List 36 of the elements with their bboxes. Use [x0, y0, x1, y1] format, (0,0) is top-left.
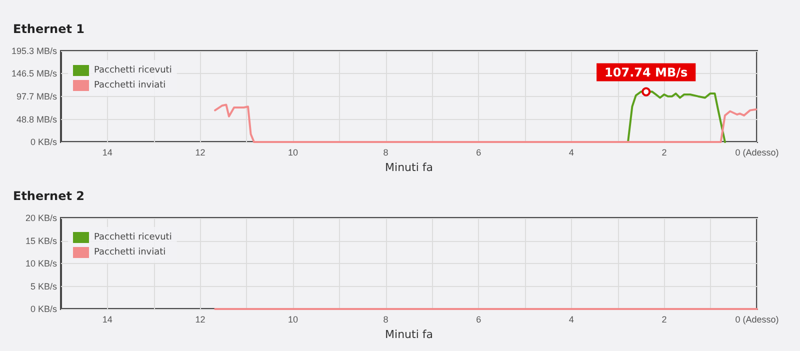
legend-label: Pacchetti inviati: [94, 248, 166, 258]
x-tick-label: 14: [102, 148, 112, 158]
x-tick-label: 8: [383, 148, 388, 158]
x-tick-label: 2: [662, 148, 667, 158]
y-tick-label: 97.7 MB/s: [16, 91, 58, 102]
y-tick-label: 5 KB/s: [30, 281, 58, 292]
y-tick-label: 146.5 MB/s: [11, 68, 58, 79]
y-tick-label: 15 KB/s: [25, 236, 58, 246]
x-tick-label: 6: [476, 314, 482, 324]
y-tick-label: 20 KB/s: [25, 213, 58, 223]
y-tick-label: 195.3 MB/s: [11, 46, 58, 56]
line-series: [214, 104, 758, 143]
x-axis-title: Minuti fa: [385, 328, 433, 341]
x-tick-label: 0 (Adesso): [735, 148, 779, 158]
x-axis-title: Minuti fa: [385, 161, 433, 174]
x-tick-label: 12: [195, 314, 206, 324]
x-tick-label: 10: [288, 148, 298, 158]
legend-label: Pacchetti inviati: [94, 80, 166, 90]
y-tick-label: 10 KB/s: [25, 258, 58, 268]
x-tick-label: 12: [195, 148, 206, 158]
x-tick-label: 6: [476, 148, 482, 158]
annotation: 107.74 MB/s: [604, 65, 688, 80]
legend-label: Pacchetti ricevuti: [94, 232, 172, 242]
x-tick-label: 2: [662, 314, 667, 324]
x-tick-label: 8: [383, 314, 388, 324]
x-tick-label: 10: [288, 314, 298, 324]
chart-title: Ethernet 1: [13, 22, 84, 36]
y-tick-label: 48.8 MB/s: [16, 114, 58, 124]
x-tick-label: 4: [568, 314, 574, 324]
x-tick-label: 0 (Adesso): [735, 314, 779, 324]
x-tick-label: 4: [568, 148, 574, 158]
y-tick-label: 0 KB/s: [30, 304, 58, 314]
y-tick-label: 0 KB/s: [30, 137, 58, 147]
chart-title: Ethernet 2: [13, 189, 84, 203]
legend-label: Pacchetti ricevuti: [94, 66, 172, 76]
x-tick-label: 14: [102, 314, 112, 324]
